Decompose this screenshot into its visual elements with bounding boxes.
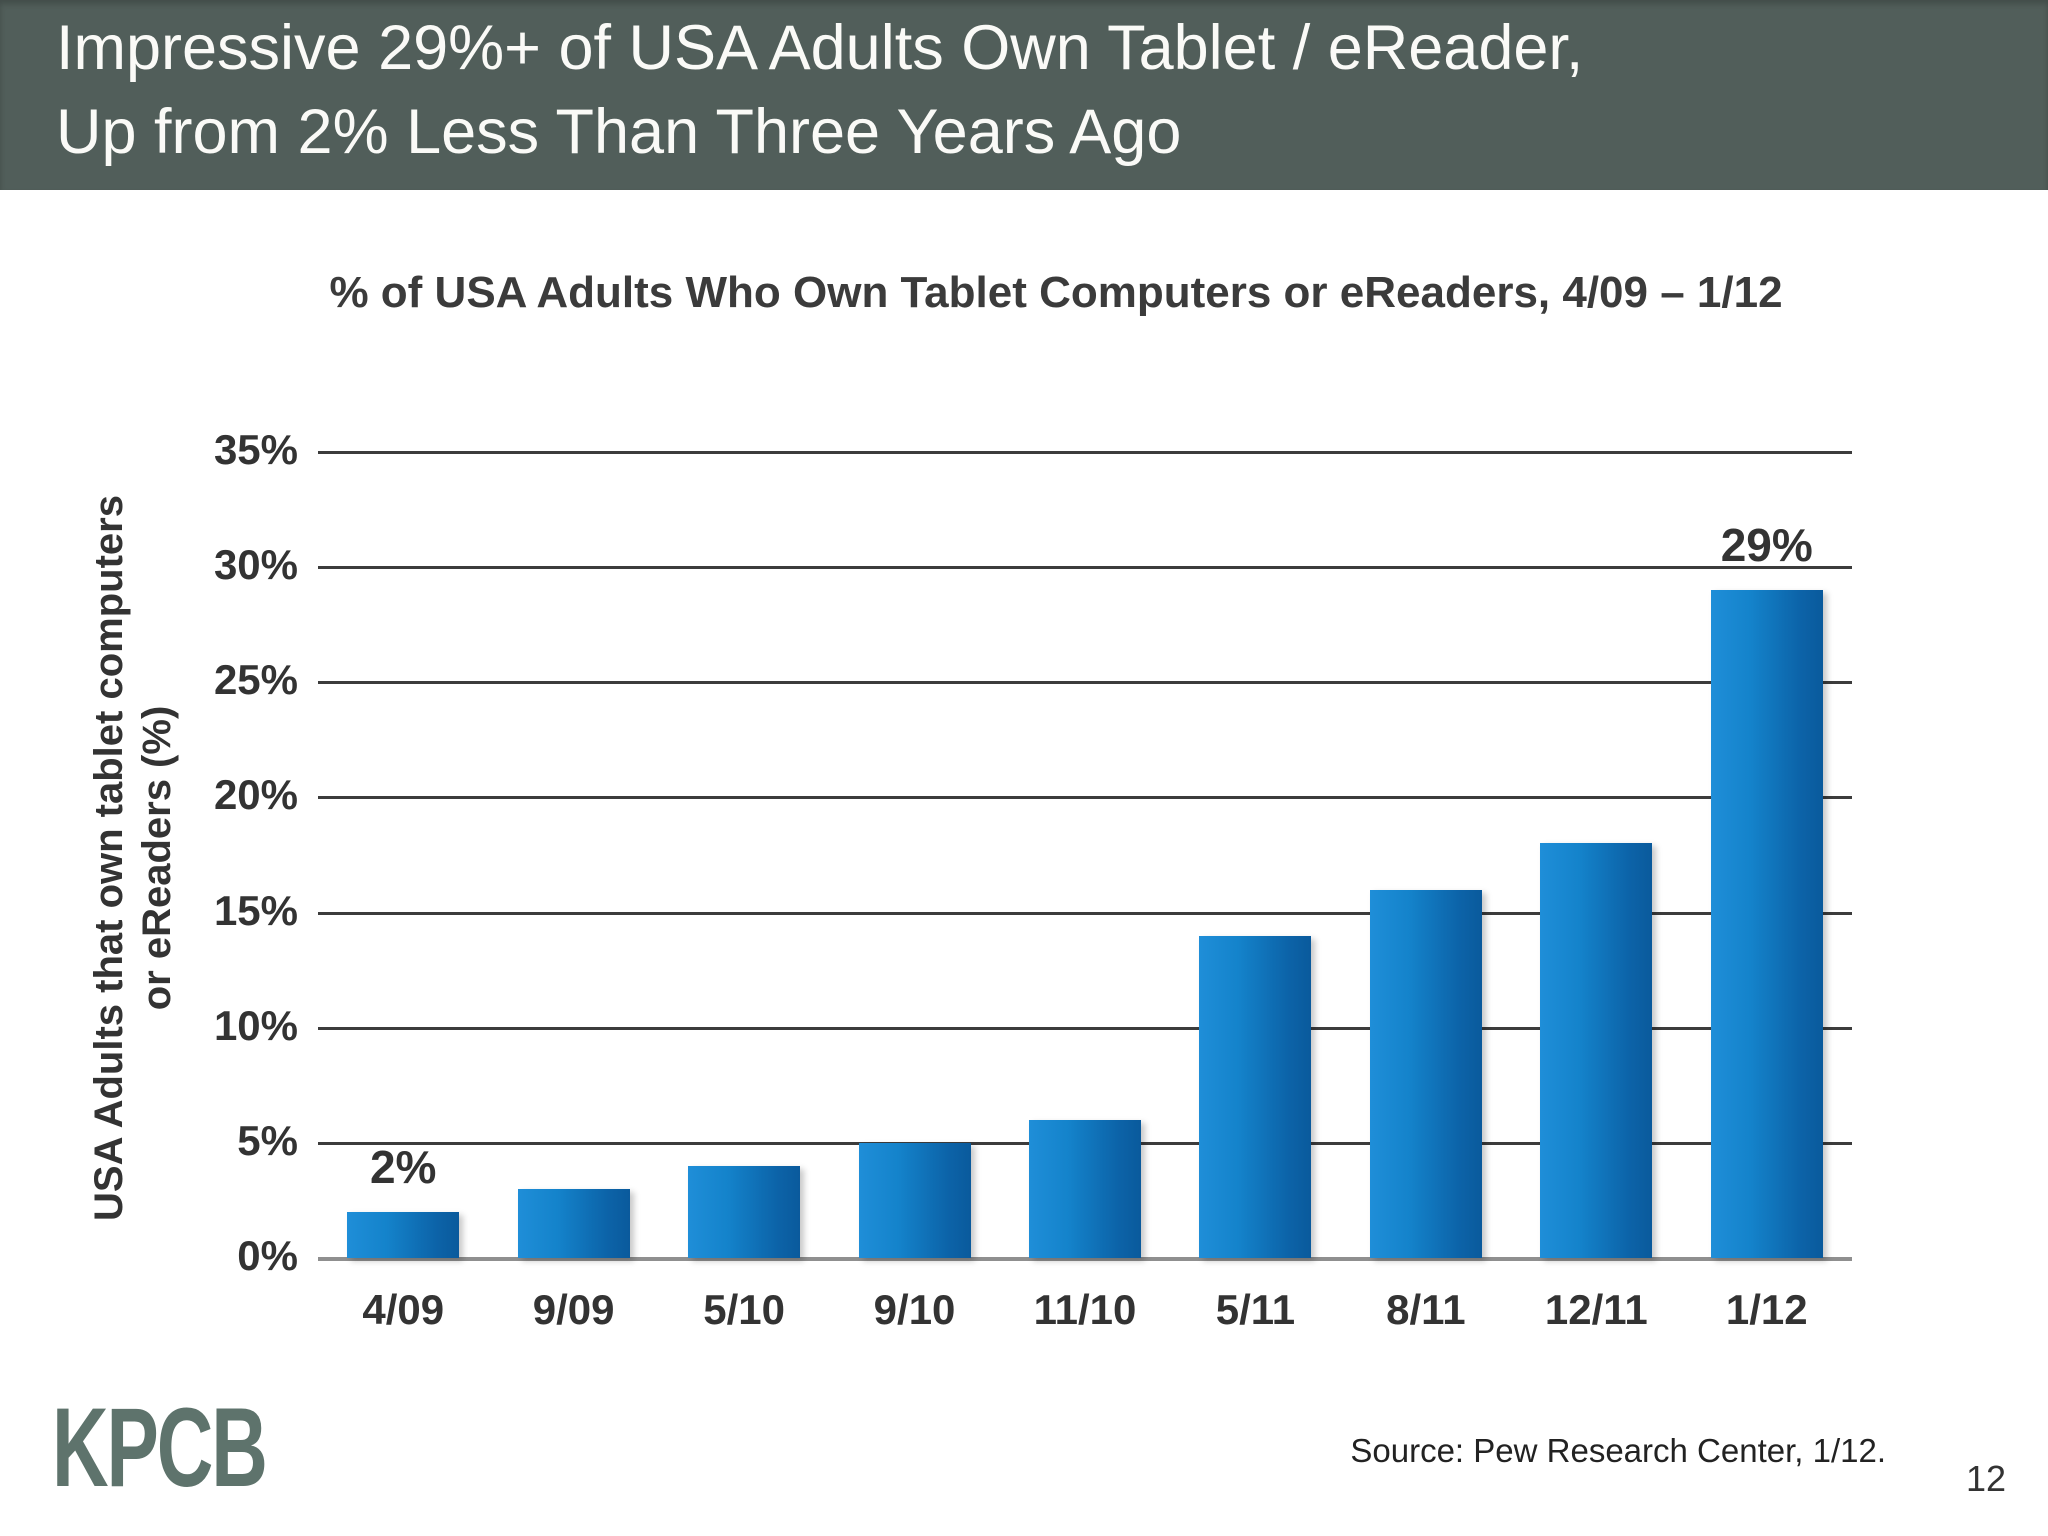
gridline: [318, 911, 1852, 915]
x-tick-label: 9/09: [532, 1286, 615, 1333]
gridline: [318, 796, 1852, 800]
y-tick-label: 35%: [213, 426, 298, 473]
y-tick-label: 0%: [237, 1232, 298, 1279]
gridline: [318, 566, 1852, 570]
bar-11/10: [1029, 1119, 1141, 1258]
x-tick-label: 1/12: [1725, 1286, 1808, 1333]
x-axis-baseline: [318, 1257, 1852, 1261]
bar-12/11: [1540, 843, 1653, 1258]
bar-8/11: [1369, 889, 1482, 1258]
header-banner: Impressive 29%+ of USA Adults Own Tablet…: [0, 0, 2048, 190]
x-tick-label: 5/11: [1215, 1286, 1296, 1333]
bar-5/10: [688, 1165, 801, 1258]
header-title-line1: Impressive 29%+ of USA Adults Own Tablet…: [56, 13, 1584, 83]
source-note: Source: Pew Research Center, 1/12.: [1350, 1432, 1886, 1469]
x-tick-label: 12/11: [1544, 1286, 1648, 1333]
x-tick-label: 4/09: [362, 1286, 445, 1333]
bar-9/10: [858, 1142, 971, 1258]
gridline: [318, 1026, 1852, 1030]
y-tick-label: 30%: [213, 541, 298, 589]
y-tick-label: 10%: [213, 1001, 298, 1049]
page-number: 12: [1965, 1458, 2006, 1499]
kpcb-logo: KPCB: [52, 1385, 268, 1510]
y-tick-label: 15%: [213, 886, 298, 934]
y-tick-label: 20%: [213, 771, 298, 819]
gridline: [318, 451, 1852, 454]
x-tick-label: 11/10: [1033, 1286, 1137, 1333]
bar-9/09: [517, 1188, 630, 1258]
y-tick-label: 5%: [237, 1116, 298, 1164]
bar-5/11: [1199, 935, 1312, 1258]
gridline: [318, 681, 1852, 685]
bar-value-label: 2%: [369, 1140, 437, 1193]
header-title-line2: Up from 2% Less Than Three Years Ago: [56, 97, 1182, 167]
chart-title: % of USA Adults Who Own Tablet Computers…: [329, 268, 1783, 317]
bar-1/12: [1710, 590, 1823, 1258]
x-tick-label: 9/10: [873, 1286, 956, 1333]
x-tick-label: 5/10: [703, 1286, 785, 1333]
x-tick-label: 8/11: [1386, 1286, 1466, 1333]
y-tick-label: 25%: [213, 656, 298, 704]
bar-value-label: 29%: [1720, 519, 1813, 572]
bar-4/09: [347, 1211, 460, 1258]
